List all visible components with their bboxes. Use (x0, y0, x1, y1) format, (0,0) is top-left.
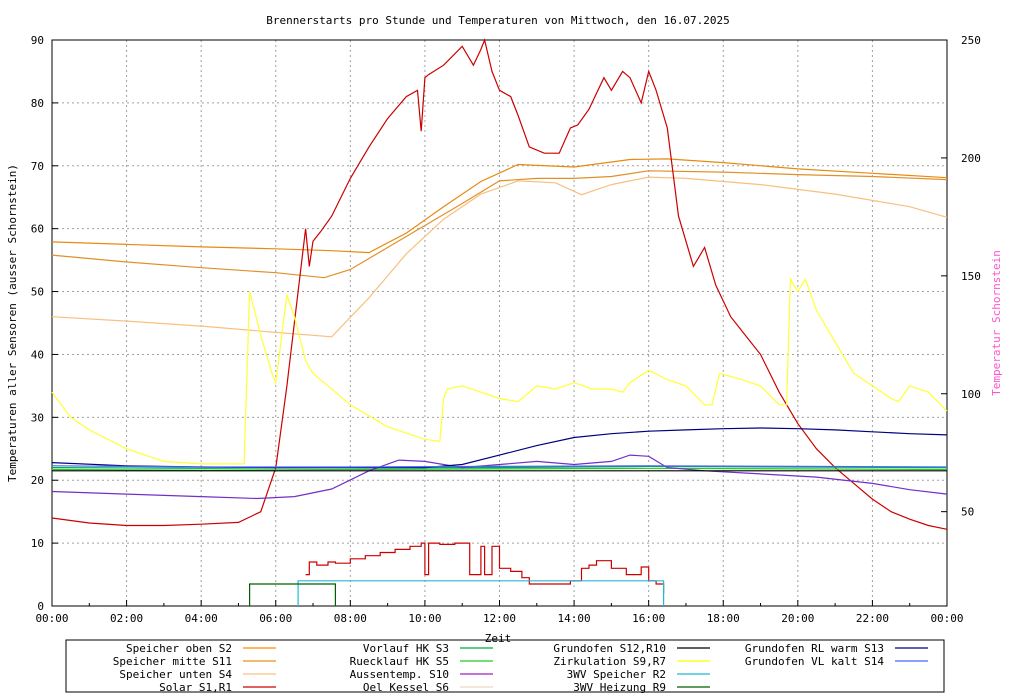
x-tick-label: 18:00 (707, 612, 740, 625)
x-tick-label: 04:00 (185, 612, 218, 625)
series-line-grundofen-rl-warm-s13 (51, 427, 948, 469)
x-tick-label: 00:00 (930, 612, 963, 625)
y2-tick-label: 150 (961, 270, 981, 283)
y-tick-label: 80 (31, 97, 44, 110)
series-line-speicher-unten-s4 (51, 176, 948, 338)
x-tick-label: 14:00 (558, 612, 591, 625)
x-tick-label: 22:00 (856, 612, 889, 625)
x-tick-label: 00:00 (35, 612, 68, 625)
legend-label: Speicher mitte S11 (113, 655, 232, 668)
x-tick-label: 10:00 (408, 612, 441, 625)
series-line-solar-s1-r1 (51, 37, 948, 530)
legend-box (65, 639, 945, 693)
legend-label: Oel Kessel S6 (363, 681, 449, 694)
series-line-3wv-speicher-r2 (297, 580, 665, 606)
series-group (51, 37, 948, 606)
y2-tick-label: 250 (961, 34, 981, 47)
grid (52, 40, 947, 606)
y2-tick-label: 50 (961, 506, 974, 519)
series-line-grundofen-vl-kalt-s14 (51, 465, 948, 468)
legend-label: Grundofen VL kalt S14 (745, 655, 884, 668)
chart-title: Brennerstarts pro Stunde und Temperature… (266, 14, 730, 27)
x-tick-label: 02:00 (110, 612, 143, 625)
y-tick-label: 90 (31, 34, 44, 47)
y-axis: 0 10 20 30 40 50 60 70 80 90 (31, 34, 58, 613)
legend-label: Vorlauf HK S3 (363, 642, 449, 655)
series-line-3wv-heizung-r9 (249, 583, 336, 606)
y-tick-label: 50 (31, 286, 44, 299)
series-line-speicher-oben-s2 (51, 158, 948, 254)
x-tick-label: 16:00 (632, 612, 665, 625)
y2-tick-label: 100 (961, 388, 981, 401)
x-tick-label: 08:00 (334, 612, 367, 625)
legend-label: Speicher unten S4 (119, 668, 232, 681)
y-axis-title: Temperaturen aller Sensoren (ausser Scho… (6, 164, 19, 482)
x-tick-label: 06:00 (259, 612, 292, 625)
y2-axis: 50 100 150 200 250 (941, 34, 981, 519)
series-line-aussentemp-s10 (51, 454, 948, 500)
legend-label: 3WV Heizung R9 (573, 681, 666, 694)
legend-label: Speicher oben S2 (126, 642, 232, 655)
x-tick-label: 20:00 (781, 612, 814, 625)
series-line-zirkulation-s9-r7 (51, 276, 948, 465)
y-tick-label: 40 (31, 348, 44, 361)
legend-label: 3WV Speicher R2 (567, 668, 666, 681)
legend-label: Aussentemp. S10 (350, 668, 449, 681)
x-axis: 00:00 02:00 04:00 06:00 08:00 10:00 12:00 14:00… (35, 600, 964, 625)
y-tick-label: 20 (31, 474, 44, 487)
y2-axis-title: Temperatur Schornstein (990, 250, 1003, 396)
series-line-brennerstarts (305, 542, 665, 594)
legend-label: Solar S1,R1 (159, 681, 232, 694)
y-tick-label: 70 (31, 160, 44, 173)
y-tick-label: 0 (37, 600, 44, 613)
series-line-speicher-mitte-s11 (51, 170, 948, 279)
y2-tick-label: 200 (961, 152, 981, 165)
y-tick-label: 10 (31, 537, 44, 550)
x-tick-label: 12:00 (483, 612, 516, 625)
x-axis-title: Zeit (485, 632, 512, 645)
legend-label: Zirkulation S9,R7 (553, 655, 666, 668)
legend-label: Grundofen RL warm S13 (745, 642, 884, 655)
legend-label: Ruecklauf HK S5 (350, 655, 449, 668)
legend-label: Grundofen S12,R10 (553, 642, 666, 655)
y-tick-label: 30 (31, 411, 44, 424)
y-tick-label: 60 (31, 223, 44, 236)
